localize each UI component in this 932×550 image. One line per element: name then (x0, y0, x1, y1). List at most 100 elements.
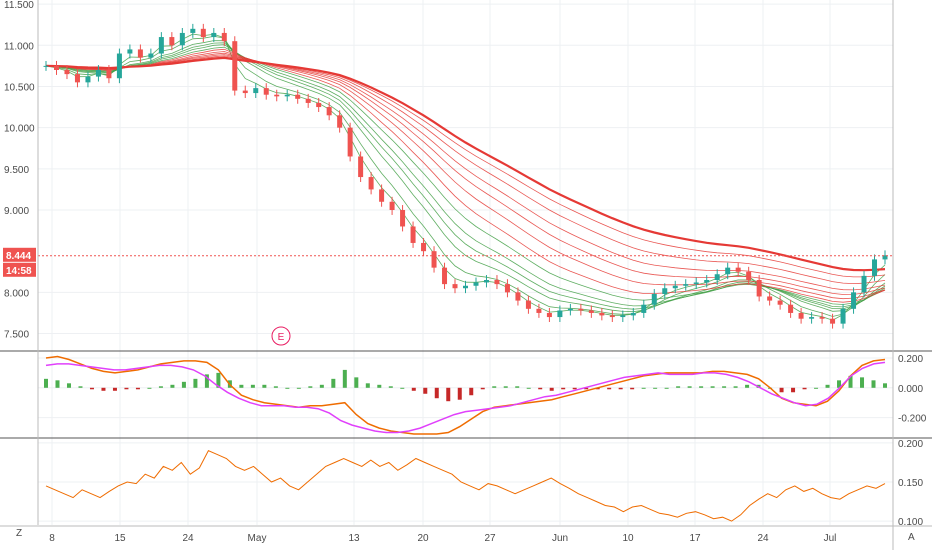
histogram-bar (837, 380, 842, 388)
candle-body (400, 210, 406, 227)
candle-body (127, 49, 133, 54)
candle-body (337, 115, 343, 128)
histogram-bar (469, 387, 474, 396)
right-corner-label[interactable]: A (908, 532, 915, 543)
histogram-bar (779, 387, 784, 393)
ema-short-line (45, 42, 886, 310)
histogram-bar (802, 387, 807, 390)
x-tick-label: 27 (484, 533, 496, 544)
candle-body (95, 70, 101, 77)
x-tick-label: May (248, 533, 267, 544)
candle-body (609, 315, 615, 318)
ema-long-line (45, 48, 886, 303)
histogram-bar (124, 387, 129, 390)
histogram-bar (135, 387, 140, 390)
candle-body (421, 242, 427, 252)
histogram-bar (319, 384, 324, 388)
histogram-bar (676, 386, 681, 388)
candle-body (861, 275, 867, 293)
histogram-bar (377, 384, 382, 388)
histogram-bar (515, 386, 520, 388)
histogram-bar (526, 387, 531, 389)
y-tick-label: 9.000 (4, 206, 29, 217)
histogram-bar (791, 387, 796, 393)
histogram-bar (549, 387, 554, 391)
histogram-bar (204, 374, 209, 388)
candle-body (221, 32, 227, 42)
bottom-panel (45, 450, 886, 522)
histogram-bar (446, 387, 451, 402)
candle-body (525, 300, 531, 309)
candle-body (536, 308, 542, 313)
histogram-bar (423, 387, 428, 394)
histogram-bar (216, 372, 221, 388)
histogram-bar (710, 386, 715, 388)
histogram-bar (699, 386, 704, 388)
histogram-bar (607, 387, 612, 390)
histogram-bar (365, 383, 370, 388)
candle-body (788, 304, 794, 313)
histogram-bar (158, 386, 163, 388)
histogram-bar (308, 386, 313, 388)
histogram-bar (342, 369, 347, 388)
histogram-bar (181, 381, 186, 388)
histogram-bar (503, 386, 508, 388)
candle-body (253, 88, 259, 94)
candle-body (483, 280, 489, 283)
candle-body (242, 90, 248, 94)
candle-body (630, 312, 636, 316)
x-tick-label: 15 (114, 533, 126, 544)
histogram-bar (55, 380, 60, 388)
histogram-bar (147, 387, 152, 389)
candle-body (431, 251, 437, 268)
candle-body (43, 65, 49, 67)
histogram-bar (400, 387, 405, 389)
y-tick-label: 7.500 (4, 330, 29, 341)
histogram-bar (193, 378, 198, 388)
candle-body (305, 98, 311, 103)
x-tick-label: 13 (348, 533, 360, 544)
y-tick-label: 9.500 (4, 165, 29, 176)
candle-body (148, 53, 154, 58)
histogram-bar (630, 387, 635, 390)
candle-body (452, 284, 458, 289)
histogram-bar (388, 386, 393, 388)
candle-body (672, 285, 678, 289)
histogram-bar (871, 380, 876, 388)
y-tick-label: 10.500 (4, 82, 35, 93)
candle-body (704, 280, 710, 283)
candle-body (190, 28, 196, 33)
candle-body (819, 317, 825, 319)
histogram-bar (733, 386, 738, 388)
histogram-bar (480, 387, 485, 390)
histogram-bar (883, 383, 887, 388)
x-tick-label: Jul (824, 533, 837, 544)
grid-lines (38, 0, 893, 525)
bottom-indicator-line (45, 450, 886, 522)
histogram-bar (687, 386, 692, 388)
y-tick-label: 8.000 (4, 288, 29, 299)
candle-body (662, 288, 668, 294)
histogram-bar (561, 387, 566, 390)
x-tick-label: 8 (49, 533, 55, 544)
candle-body (347, 127, 353, 157)
candle-body (326, 107, 332, 116)
candle-body (851, 292, 857, 309)
histogram-bar (814, 387, 819, 389)
y-tick-label: 11.000 (4, 41, 34, 52)
left-corner-label[interactable]: Z (16, 528, 22, 539)
histogram-bar (262, 384, 267, 388)
candle-body (53, 65, 59, 70)
candle-body (358, 156, 364, 178)
candle-body (546, 312, 552, 318)
candle-body (599, 312, 605, 316)
histogram-bar (618, 387, 623, 390)
y-tick-label: -0.200 (898, 414, 927, 425)
histogram-bar (584, 387, 589, 390)
candle-body (379, 189, 385, 202)
histogram-bar (722, 386, 727, 388)
histogram-bar (848, 375, 853, 388)
candle-body (578, 308, 584, 311)
